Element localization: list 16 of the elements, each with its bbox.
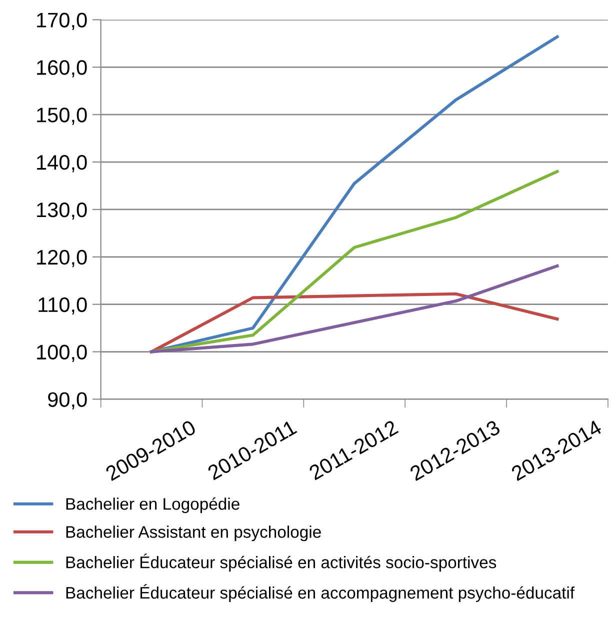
line-series: [150, 264, 559, 354]
y-tick-label: 120,0: [37, 250, 87, 268]
y-tick-label: 140,0: [37, 155, 87, 172]
legend-label: Bachelier en Logopédie: [66, 497, 240, 514]
y-tick-label: 130,0: [37, 202, 87, 220]
y-tick-label: 160,0: [37, 60, 87, 78]
y-tick-label: 90,0: [48, 392, 87, 410]
legend-label: Bachelier Assistant en psychologie: [66, 526, 321, 542]
y-tick-label: 110,0: [38, 297, 87, 315]
y-tick-label: 100,0: [37, 344, 87, 362]
line-series: [150, 292, 559, 354]
legend-label: Bachelier Éducateur spécialisé en accompagnement psycho-éducatif: [66, 584, 575, 602]
y-tick-label: 150,0: [37, 108, 87, 125]
line-series: [150, 35, 559, 354]
y-tick-label: 170,0: [37, 12, 87, 30]
legend-label: Bachelier Éducateur spécialisé en activités socio-sportives: [66, 554, 496, 572]
